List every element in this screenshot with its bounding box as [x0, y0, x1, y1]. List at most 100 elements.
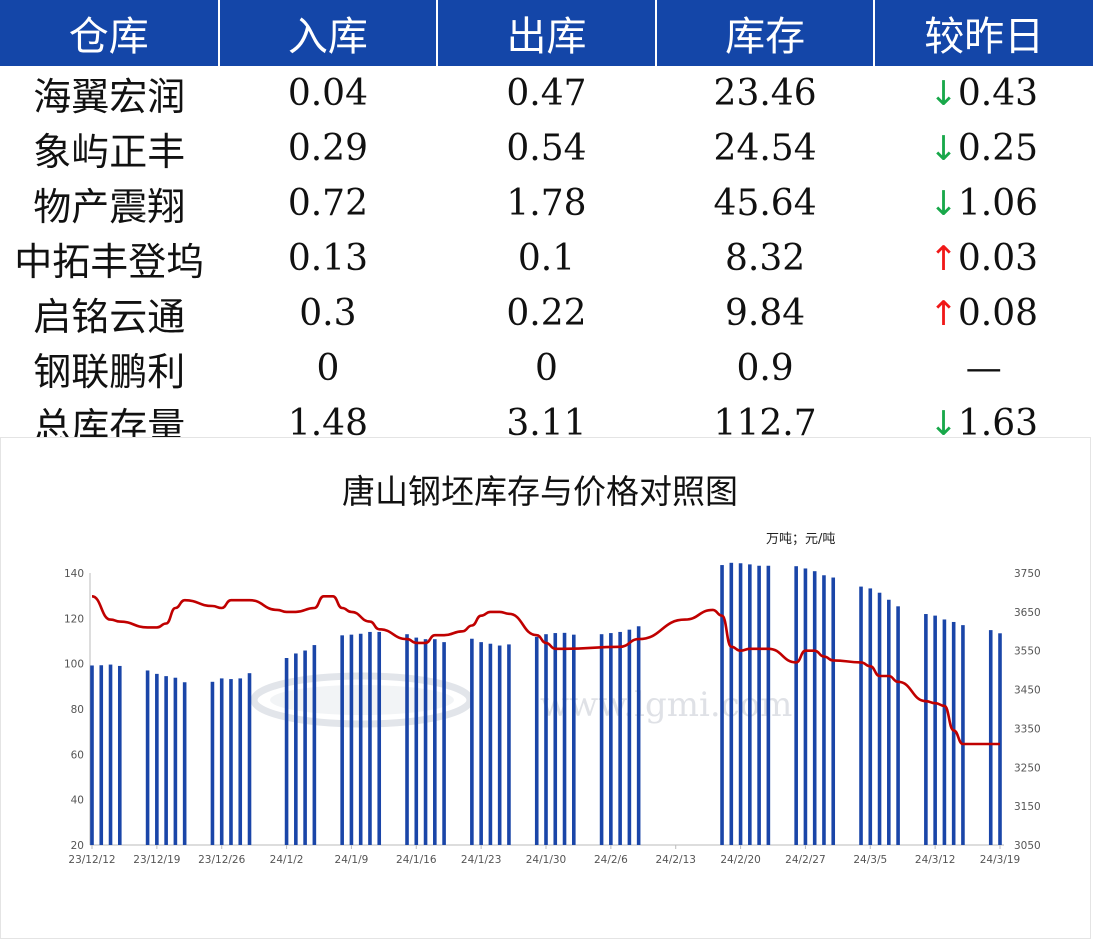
outbound-cell: 0.47: [506, 73, 587, 114]
inventory-bar: [636, 626, 641, 845]
header-outbound: 出库: [437, 0, 657, 66]
inventory-bar: [887, 599, 891, 845]
change-value: —: [965, 348, 1002, 389]
inventory-bar: [497, 645, 502, 845]
x-tick-label: 24/2/20: [720, 854, 760, 866]
inventory-bar: [433, 639, 437, 845]
inventory-bar: [933, 615, 937, 845]
inbound-cell: 0: [316, 348, 340, 389]
inventory-bar: [303, 650, 307, 845]
inventory-bar: [859, 586, 863, 845]
inventory-bar: [599, 634, 604, 845]
x-tick-label: 24/1/9: [335, 854, 369, 866]
inventory-bar: [229, 679, 233, 845]
watermark-logo: www.lgmi.com: [250, 672, 792, 728]
inventory-bar: [877, 592, 882, 845]
change-cell: ↓1.06: [874, 176, 1093, 231]
inventory-bar: [507, 644, 511, 845]
warehouse-name: 物产震翔: [33, 185, 186, 229]
inventory-bar: [942, 619, 947, 845]
x-tick-label: 24/2/27: [785, 854, 825, 866]
arrow-up-icon: ↑: [929, 239, 958, 279]
y-right-tick-label: 3650: [1014, 607, 1041, 619]
inventory-bar: [405, 634, 409, 845]
change-cell: ↓0.25: [874, 121, 1093, 176]
inventory-bar: [720, 565, 724, 845]
inventory-bar: [553, 633, 558, 845]
inventory-bar: [998, 633, 1002, 845]
inventory-bar: [868, 588, 873, 845]
inventory-bar: [961, 625, 965, 845]
table-row: 海翼宏润 0.04 0.47 23.46 ↓0.43: [0, 66, 1093, 121]
inventory-bar: [247, 673, 252, 845]
y-left-tick-label: 140: [64, 568, 84, 580]
inventory-bar: [173, 677, 178, 845]
table-row: 物产震翔 0.72 1.78 45.64 ↓1.06: [0, 176, 1093, 231]
inventory-bar: [812, 571, 817, 845]
arrow-down-icon: ↓: [929, 184, 958, 224]
warehouse-name: 启铭云通: [33, 295, 186, 339]
inventory-bar: [368, 631, 372, 845]
y-right-tick-label: 3550: [1014, 646, 1041, 658]
x-tick-label: 23/12/12: [68, 854, 115, 866]
y-left-tick-label: 40: [71, 795, 84, 807]
inventory-bar: [219, 678, 224, 845]
arrow-down-icon: ↓: [929, 74, 958, 114]
x-tick-label: 24/1/30: [526, 854, 566, 866]
inventory-bar: [99, 665, 104, 845]
inbound-cell: 0.29: [287, 128, 368, 169]
inventory-bar: [896, 606, 900, 845]
inventory-bar: [155, 673, 159, 845]
warehouse-name: 海翼宏润: [33, 75, 186, 119]
inventory-bar: [145, 670, 150, 845]
price-line: [91, 595, 1000, 746]
warehouse-name: 象屿正丰: [33, 130, 186, 174]
inventory-bar: [618, 631, 622, 845]
inbound-cell: 0.3: [299, 293, 357, 334]
y-right-tick-label: 3250: [1014, 762, 1041, 774]
x-tick-label: 24/1/23: [461, 854, 501, 866]
change-cell: ↑0.03: [874, 231, 1093, 286]
inventory-bar: [284, 658, 289, 845]
outbound-cell: 1.78: [506, 183, 587, 224]
y-left-tick-label: 120: [64, 613, 84, 625]
inventory-bar: [108, 664, 113, 845]
change-value: 0.08: [957, 293, 1039, 334]
inventory-bar: [238, 678, 243, 845]
inventory-bar: [627, 629, 632, 845]
inventory-bar: [562, 632, 567, 845]
plot-area: 20 40 60 80 100 120 140 3050 3150 3250 3350 3450 355…: [64, 562, 1041, 866]
stock-cell: 24.54: [713, 128, 817, 169]
y-right-tick-label: 3750: [1014, 568, 1041, 580]
x-tick-label: 24/3/19: [980, 854, 1020, 866]
y-left-tick-label: 100: [64, 659, 84, 671]
x-tick-label: 23/12/26: [198, 854, 245, 866]
inventory-bar: [358, 633, 363, 845]
chart-unit-label: 万吨；元/吨: [766, 532, 836, 547]
x-tick-label: 24/2/13: [655, 854, 695, 866]
stock-cell: 45.64: [713, 183, 817, 224]
change-value: 1.06: [957, 183, 1039, 224]
inventory-bar: [414, 637, 419, 845]
inventory-bar: [488, 643, 493, 845]
header-inbound: 入库: [218, 0, 439, 66]
header-warehouse: 仓库: [0, 0, 220, 66]
inventory-bar: [822, 575, 826, 845]
inventory-bar: [90, 665, 94, 845]
stock-cell: 9.84: [725, 293, 806, 334]
table-row: 钢联鹏利 0 0 0.9 —: [0, 341, 1093, 396]
inventory-bar: [794, 566, 798, 845]
header-stock: 库存: [655, 0, 876, 66]
change-cell: —: [874, 341, 1093, 396]
x-tick-label: 24/2/6: [594, 854, 628, 866]
inventory-bar: [831, 577, 836, 845]
stock-cell: 23.46: [713, 73, 817, 114]
table-row: 象屿正丰 0.29 0.54 24.54 ↓0.25: [0, 121, 1093, 176]
inventory-bar: [210, 681, 215, 845]
arrow-up-icon: ↑: [929, 294, 958, 334]
inventory-bar: [609, 633, 613, 845]
inventory-bar: [803, 568, 808, 845]
inventory-bar: [951, 621, 956, 845]
change-value: 0.03: [957, 238, 1039, 279]
stock-cell: 0.9: [736, 348, 794, 389]
